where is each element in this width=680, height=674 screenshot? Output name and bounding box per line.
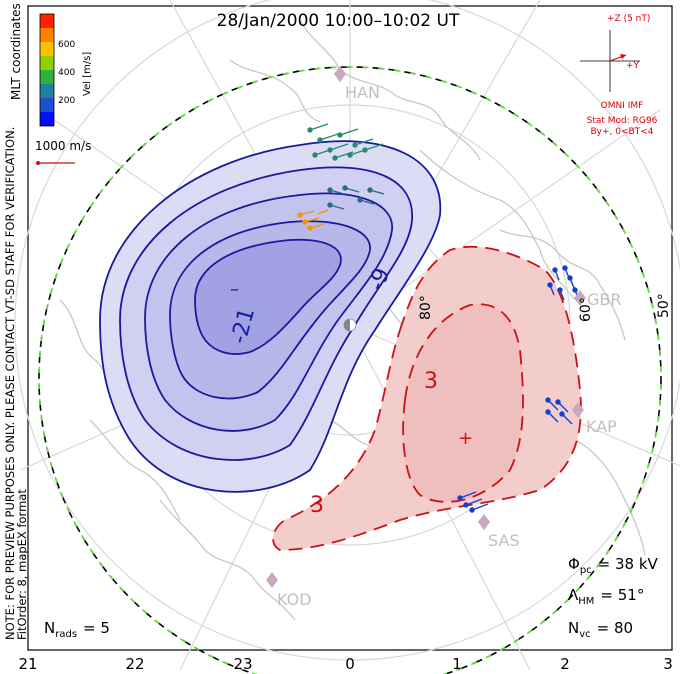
mlt-tick-23: 23 (233, 655, 252, 673)
imf-labels: +Z (5 nT) +Y OMNI IMF Stat Mod: RG96 By+… (587, 14, 658, 137)
fit-order-label: FitOrder: 8, mapEX format (15, 489, 29, 640)
mlt-tick-3: 3 (663, 655, 673, 673)
mlt-tick-2: 2 (560, 655, 570, 673)
velocity-colorbar (39, 13, 55, 127)
mlt-tick-0: 0 (345, 655, 355, 673)
lat-label-80: 80° (418, 295, 434, 320)
station-han-label: HAN (345, 83, 380, 102)
vector-cluster-han (307, 123, 384, 161)
phi-pc-stat: Φpc = 38 kV (568, 555, 659, 576)
mlt-tick-1: 1 (452, 655, 462, 673)
colorbar-tick-600: 600 (58, 40, 75, 50)
potential-maximum-marker: + (458, 428, 473, 449)
coordinates-label: MLT coordinates (9, 3, 23, 100)
stat-model-condition: By+, 0<BT<4 (591, 127, 654, 137)
vector-cluster-sas (457, 491, 489, 513)
positive-potential-cell (272, 245, 582, 551)
map-title: 28/Jan/2000 10:00–10:02 UT (217, 11, 460, 31)
negative-potential-cell (99, 140, 442, 493)
reference-vector (36, 161, 75, 165)
latitude-labels: 80° 60° 50° (418, 293, 672, 322)
reference-vector-label: 1000 m/s (35, 139, 91, 153)
radar-stations (266, 66, 586, 588)
map-statistics: Φpc = 38 kV ΛHM = 51° Nvc = 80 Nrads = 5 (44, 555, 659, 640)
station-gbr-marker (574, 290, 586, 306)
lat-label-50: 50° (656, 293, 672, 318)
imf-clock (580, 30, 640, 92)
station-sas-marker (478, 514, 490, 530)
stat-model: Stat Mod: RG96 (587, 116, 658, 126)
colorbar-tick-200: 200 (58, 96, 75, 106)
vector-cluster-kap (545, 397, 573, 425)
nrads-stat: Nrads = 5 (44, 619, 110, 640)
imf-z-label: +Z (5 nT) (607, 14, 650, 24)
colorbar-tick-400: 400 (58, 68, 75, 78)
vector-cluster-mid (327, 185, 385, 210)
lambda-hm-stat: ΛHM = 51° (568, 586, 644, 607)
convection-boundary (38, 66, 662, 674)
contour-label-3-upper: 3 (424, 369, 438, 394)
station-kap-marker (572, 402, 584, 418)
colorbar-ticks: 600 400 200 (58, 40, 75, 106)
velocity-vectors (297, 123, 580, 513)
station-kap-label: KAP (586, 417, 617, 436)
vector-cluster-orange (297, 209, 329, 231)
station-labels: HAN GBR KAP SAS KOD (277, 83, 622, 609)
lat-label-60: 60° (578, 297, 594, 322)
imf-y-label: +Y (626, 61, 640, 71)
station-sas-label: SAS (488, 531, 520, 550)
preview-disclaimer: NOTE: FOR PREVIEW PURPOSES ONLY. PLEASE … (3, 127, 17, 640)
nvc-stat: Nvc = 80 (568, 619, 633, 640)
potential-minimum-marker: – (230, 279, 239, 300)
contour-label-3-lower: 3 (310, 493, 324, 518)
station-kod-label: KOD (277, 590, 312, 609)
mlt-axis: 21 22 23 0 1 2 3 (18, 655, 672, 673)
colorbar-unit-label: Vel [m/s] (82, 52, 93, 96)
pole-marker (343, 318, 357, 332)
vector-cluster-gbr (547, 265, 580, 301)
station-han-marker (334, 66, 346, 82)
station-gbr-label: GBR (587, 290, 622, 309)
mlt-tick-21: 21 (18, 655, 37, 673)
mlt-tick-22: 22 (125, 655, 144, 673)
imf-source: OMNI IMF (601, 101, 644, 111)
station-kod-marker (266, 572, 278, 588)
